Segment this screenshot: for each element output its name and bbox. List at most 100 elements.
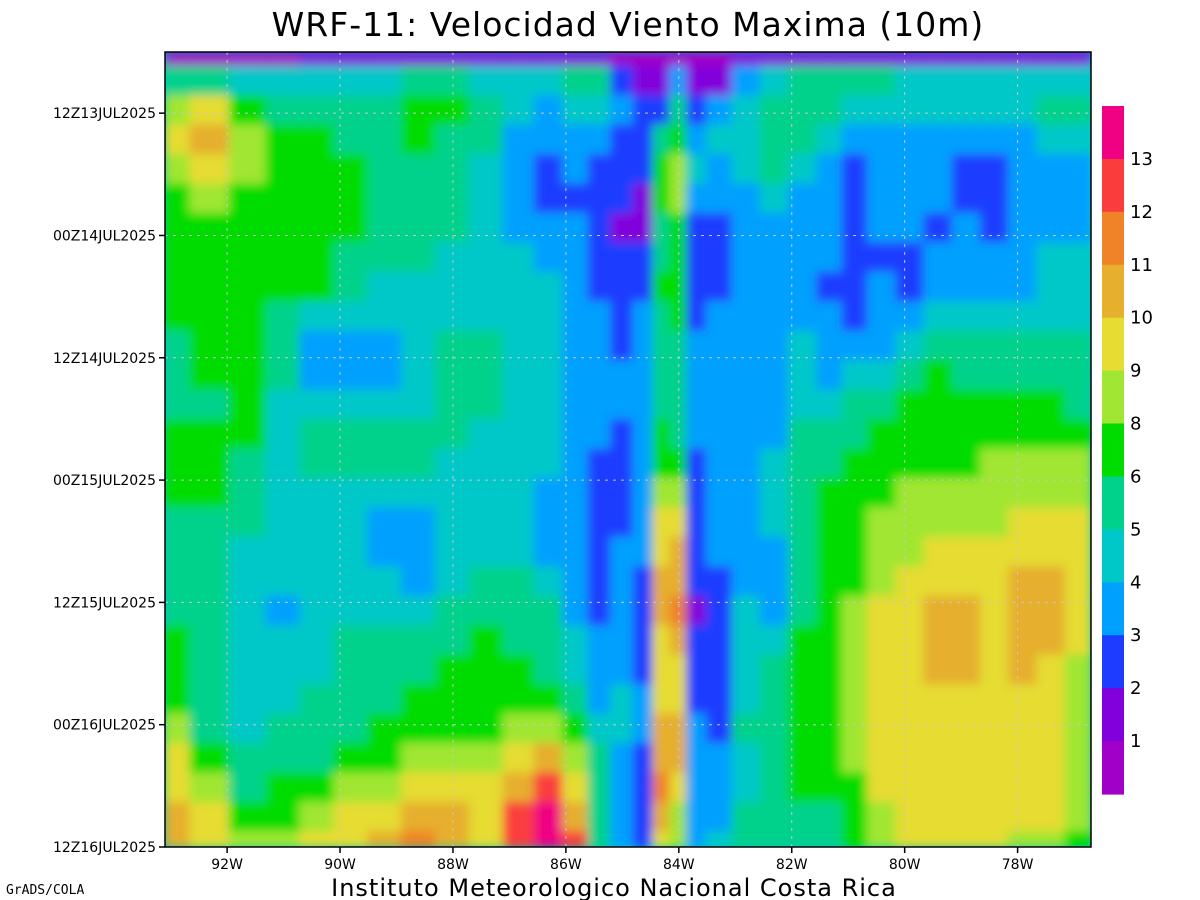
heatmap-cell (468, 330, 505, 363)
heatmap-cell (533, 507, 564, 539)
heatmap-cell (731, 301, 762, 333)
heatmap-cell (610, 654, 635, 686)
heatmap-cell (265, 713, 302, 745)
heatmap-cell (533, 242, 564, 274)
heatmap-cell (652, 360, 672, 392)
heatmap-cell (841, 52, 869, 68)
heatmap-cell (841, 124, 869, 156)
heatmap-cell (895, 65, 926, 98)
heatmap-cell (165, 566, 192, 598)
heatmap-cell (759, 389, 790, 421)
heatmap-cell (895, 772, 926, 804)
heatmap-cell (686, 154, 709, 186)
heatmap-cell (706, 52, 734, 68)
heatmap-cell (265, 242, 302, 274)
heatmap-cell (562, 507, 590, 539)
heatmap-cell (979, 448, 1011, 480)
heatmap-cell (979, 654, 1011, 686)
heatmap-cell (502, 271, 536, 304)
heatmap-cell (951, 419, 982, 451)
heatmap-cell (632, 52, 655, 68)
heatmap-cell (610, 52, 635, 68)
heatmap-cell (587, 183, 613, 215)
heatmap-cell (401, 772, 437, 804)
heatmap-cell (587, 625, 613, 657)
heatmap-cell (299, 271, 336, 304)
heatmap-cell (189, 595, 231, 628)
heatmap-cell (533, 801, 564, 834)
heatmap-cell (1008, 124, 1039, 156)
heatmap-cell (951, 713, 982, 745)
heatmap-cell (841, 801, 869, 834)
heatmap-cell (189, 536, 231, 569)
heatmap-cell (951, 52, 982, 68)
heatmap-cell (979, 831, 1011, 847)
heatmap-cell (228, 124, 268, 156)
heatmap-cell (951, 536, 982, 569)
heatmap-cell (787, 507, 819, 539)
heatmap-cell (333, 154, 370, 186)
heatmap-cell (923, 684, 954, 716)
heatmap-cell (652, 124, 672, 156)
heatmap-cell (1036, 419, 1067, 451)
heatmap-cell (759, 654, 790, 686)
heatmap-cell (1036, 301, 1067, 333)
heatmap-cell (1036, 654, 1067, 686)
heatmap-cell (401, 536, 437, 569)
heatmap-cell (867, 566, 898, 598)
heatmap-cell (189, 330, 231, 363)
heatmap-cell (979, 684, 1011, 716)
heatmap-cell (1036, 507, 1067, 539)
colorbar-label: 13 (1130, 149, 1153, 170)
heatmap-cell (228, 389, 268, 421)
heatmap-cell (951, 595, 982, 628)
heatmap-cell (841, 684, 869, 716)
heatmap-cell (787, 330, 819, 363)
heatmap-cell (895, 477, 926, 510)
heatmap-cell (731, 52, 762, 68)
heatmap-cell (401, 330, 437, 363)
heatmap-cell (816, 772, 844, 804)
heatmap-cell (1036, 183, 1067, 215)
heatmap-cell (867, 360, 898, 392)
heatmap-cell (759, 713, 790, 745)
heatmap-cell (468, 654, 505, 686)
heatmap-cell (502, 536, 536, 569)
heatmap-cell (867, 772, 898, 804)
heatmap-cell (979, 65, 1011, 98)
heatmap-cell (1036, 52, 1067, 68)
heatmap-cell (895, 507, 926, 539)
heatmap-cell (299, 654, 336, 686)
heatmap-cell (502, 477, 536, 510)
heatmap-cell (787, 684, 819, 716)
heatmap-cell (562, 154, 590, 186)
heatmap-cell (841, 301, 869, 333)
heatmap-cell (189, 713, 231, 745)
y-tick-label: 12Z14JUL2025 (53, 351, 156, 367)
heatmap-cell (468, 625, 505, 657)
heatmap-cell (706, 625, 734, 657)
colorbar-swatch (1102, 317, 1124, 372)
heatmap-cell (787, 831, 819, 847)
heatmap-cell (610, 242, 635, 274)
heatmap-cell (333, 654, 370, 686)
heatmap-cell (610, 360, 635, 392)
heatmap-cell (299, 95, 336, 127)
heatmap-cell (979, 625, 1011, 657)
heatmap-cell (686, 65, 709, 98)
heatmap-cell (435, 801, 471, 834)
heatmap-cell (706, 154, 734, 186)
heatmap-cell (923, 271, 954, 304)
heatmap-cell (816, 124, 844, 156)
heatmap-cell (923, 330, 954, 363)
heatmap-cell (562, 212, 590, 245)
heatmap-cell (652, 95, 672, 127)
heatmap-cell (1036, 477, 1067, 510)
heatmap-cell (706, 536, 734, 569)
colorbar-swatch (1102, 423, 1124, 477)
heatmap-cell (1008, 95, 1039, 127)
heatmap-cell (367, 477, 404, 510)
heatmap-cell (652, 831, 672, 847)
heatmap-cell (923, 95, 954, 127)
colorbar-label: 2 (1130, 678, 1141, 699)
